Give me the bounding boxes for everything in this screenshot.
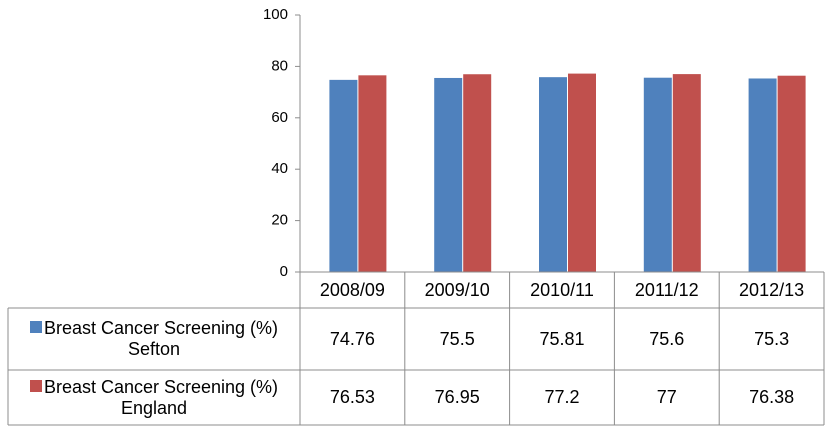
table-value: 75.3: [754, 328, 790, 349]
table-value: 75.81: [539, 328, 585, 349]
table-value: 76.95: [434, 387, 480, 407]
x-tick-label: 2008/09: [319, 279, 385, 300]
bar: [777, 75, 806, 272]
y-tick-label: 80: [271, 57, 288, 74]
x-tick-label: 2009/10: [424, 279, 490, 300]
x-tick-label: 2012/13: [739, 279, 805, 300]
table-value: 75.6: [649, 328, 685, 349]
legend-text: Breast Cancer Screening (%) England: [43, 376, 279, 418]
table-value: 76.38: [749, 387, 795, 407]
legend-key: [29, 321, 42, 333]
bar: [672, 74, 701, 272]
y-tick-label: 100: [263, 6, 288, 23]
table-value: 77.2: [544, 387, 580, 407]
bar: [748, 78, 777, 272]
bar: [463, 74, 492, 273]
table-value: 76.53: [329, 387, 375, 407]
legend-label: Breast Cancer Screening (%) Sefton: [8, 318, 300, 360]
y-tick-label: 0: [280, 263, 288, 280]
bar: [329, 79, 358, 273]
bar: [568, 73, 596, 272]
y-tick-label: 40: [271, 160, 288, 177]
y-tick-label: 60: [271, 109, 288, 126]
bar: [434, 77, 463, 272]
legend-entry: Breast Cancer Screening (%) England: [8, 370, 300, 425]
table-value: 75.5: [439, 328, 475, 349]
legend-entry: Breast Cancer Screening (%) Sefton: [8, 308, 300, 370]
legend-text: Breast Cancer Screening (%) Sefton: [43, 318, 279, 359]
legend-key: [29, 379, 42, 392]
bar: [643, 77, 672, 272]
bar: [539, 77, 567, 272]
table-value: 77: [656, 387, 677, 407]
y-tick-label: 20: [271, 212, 288, 229]
table-value: 74.76: [329, 328, 375, 349]
bar: [358, 75, 387, 272]
x-tick-label: 2011/12: [634, 279, 699, 300]
x-tick-label: 2010/11: [530, 279, 594, 300]
legend-label: Breast Cancer Screening (%) England: [8, 377, 300, 419]
